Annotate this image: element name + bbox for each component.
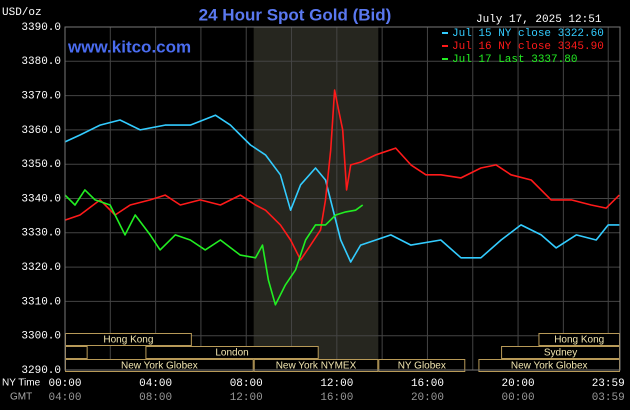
timestamp: July 17, 2025 12:51 <box>476 14 602 26</box>
y-tick-label: 3330.0 <box>21 228 61 240</box>
y-tick-label: 3300.0 <box>21 331 61 343</box>
subtitle: www.kitco.com <box>67 37 191 56</box>
x-tick-label: 00:00 <box>48 378 81 390</box>
session-box <box>65 346 88 359</box>
x-axis-label: NY Time <box>2 378 41 389</box>
y-axis-label: USD/oz <box>2 7 42 19</box>
plot-frame <box>64 26 621 371</box>
session-label: New York NYMEX <box>276 361 357 372</box>
y-tick-label: 3290.0 <box>21 365 61 377</box>
labels: 3390.0 3380.0 3370.0 3360.0 3350.0 3340.0 3330… <box>21 22 624 404</box>
legend-entry: Jul 16 NY close 3345.90 <box>452 41 604 53</box>
x2-axis-label: GMT <box>10 392 32 403</box>
chart-title: 24 Hour Spot Gold (Bid) <box>199 5 392 24</box>
session-box <box>253 359 379 372</box>
x-tick-label: 16:00 <box>411 378 444 390</box>
session-box <box>378 359 466 372</box>
session-label: New York Globex <box>511 361 588 372</box>
session-label: Hong Kong <box>554 335 604 346</box>
x-tick-label: 08:00 <box>230 378 263 390</box>
y-tick-label: 3310.0 <box>21 296 61 308</box>
y-tick-label: 3390.0 <box>21 22 61 34</box>
series-line <box>64 89 620 261</box>
x2-tick-label: 00:00 <box>502 392 535 404</box>
y-tick-label: 3340.0 <box>21 193 61 205</box>
sessions: Hong Kong Hong Kong London Sydney New York G… <box>65 333 621 372</box>
series-line <box>64 189 364 306</box>
x-tick-label: 20:00 <box>502 378 535 390</box>
x-tick-label: 23:59 <box>592 378 625 390</box>
x-tick-label: 12:00 <box>320 378 353 390</box>
series-line <box>64 114 620 263</box>
x2-tick-label: 20:00 <box>411 392 444 404</box>
session-label: New York Globex <box>121 361 198 372</box>
legend-entry: Jul 17 Last 3337.80 <box>452 54 577 66</box>
session-label: Hong Kong <box>103 335 153 346</box>
x2-tick-label: 03:59 <box>592 392 625 404</box>
x2-tick-label: 16:00 <box>320 392 353 404</box>
session-box <box>145 346 319 359</box>
x2-tick-label: 08:00 <box>139 392 172 404</box>
y-tick-label: 3350.0 <box>21 159 61 171</box>
session-label: Sydney <box>544 348 577 359</box>
session-label: NY Globex <box>398 361 446 372</box>
y-tick-label: 3320.0 <box>21 262 61 274</box>
x-tick-label: 04:00 <box>139 378 172 390</box>
session-label: London <box>215 348 248 359</box>
y-tick-label: 3360.0 <box>21 125 61 137</box>
y-tick-label: 3370.0 <box>21 91 61 103</box>
x2-tick-label: 04:00 <box>48 392 81 404</box>
y-tick-label: 3380.0 <box>21 56 61 68</box>
x2-tick-label: 12:00 <box>230 392 263 404</box>
series-lines <box>64 89 620 306</box>
legend-entry: Jul 15 NY close 3322.60 <box>452 28 604 40</box>
